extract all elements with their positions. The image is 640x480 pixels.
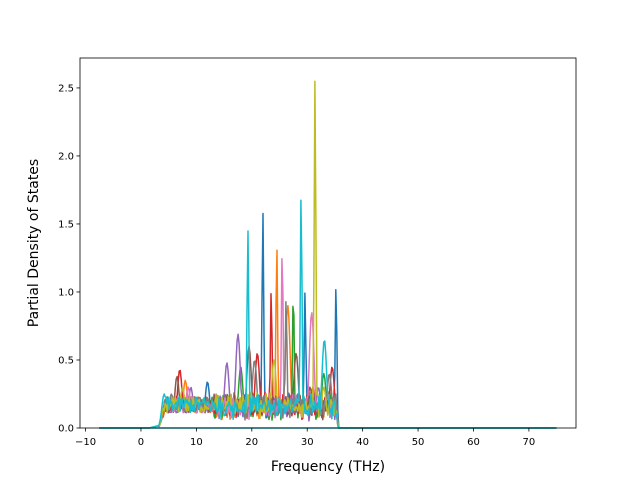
x-tick-label: 50 — [412, 437, 425, 448]
x-tick-label: 10 — [190, 437, 203, 448]
y-axis: 0.0 0.5 1.0 1.5 2.0 2.5 — [58, 83, 80, 435]
y-tick-label: 0.5 — [58, 355, 74, 366]
plot-area — [79, 57, 577, 429]
y-axis-title: Partial Density of States — [26, 159, 42, 327]
x-axis: −10 0 10 20 30 40 50 60 70 — [75, 428, 535, 448]
x-axis-title: Frequency (THz) — [271, 459, 385, 475]
x-tick-label: 30 — [301, 437, 314, 448]
y-tick-label: 0.0 — [58, 424, 74, 435]
y-tick-label: 1.5 — [58, 219, 74, 230]
axes-frame — [79, 57, 577, 429]
x-tick-label: 60 — [467, 437, 480, 448]
x-tick-label: −10 — [75, 437, 96, 448]
x-tick-label: 40 — [356, 437, 369, 448]
y-tick-label: 2.5 — [58, 83, 74, 94]
x-tick-label: 0 — [138, 437, 144, 448]
y-tick-label: 1.0 — [58, 287, 74, 298]
y-tick-label: 2.0 — [58, 151, 74, 162]
x-tick-label: 70 — [523, 437, 536, 448]
x-tick-label: 20 — [245, 437, 258, 448]
